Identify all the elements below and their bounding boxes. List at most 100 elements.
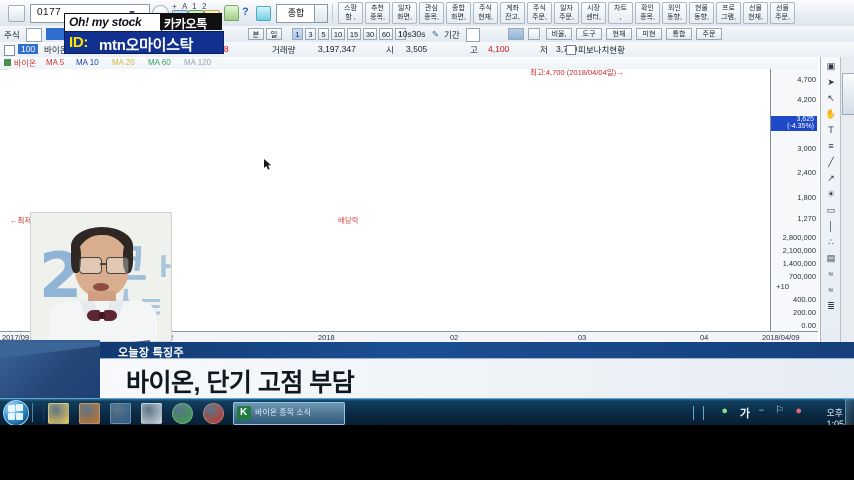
ime-bubble-icon[interactable]: ● <box>721 405 728 417</box>
date-tick-6: 2018/04/09 <box>762 333 800 342</box>
mode-day-button[interactable]: 일 <box>266 28 282 40</box>
active-window-button[interactable]: K 바이온 종목 소식 <box>233 402 345 425</box>
toolbar-button-11[interactable]: 확인 종목, <box>635 2 660 24</box>
show-desktop-button[interactable] <box>845 399 854 426</box>
table-icon[interactable]: ≡ <box>828 141 834 151</box>
toolbar-button-15[interactable]: 선물 현재, <box>743 2 768 24</box>
mode-minute-button[interactable]: 분 <box>248 28 264 40</box>
row2-button-5[interactable]: 주문 <box>696 28 722 40</box>
ime-indicator[interactable]: 가 <box>739 408 750 420</box>
volume-icon[interactable]: ● <box>795 405 802 417</box>
toolbar-button-8-line1: 일자 <box>560 5 573 12</box>
explorer-icon[interactable] <box>48 403 69 424</box>
toolbar-button-1[interactable]: 추천 종목, <box>365 2 390 24</box>
browser-icon[interactable] <box>203 403 224 424</box>
toolbar-button-7[interactable]: 주식 주문, <box>527 2 552 24</box>
chrome-icon[interactable] <box>172 403 193 424</box>
line-icon[interactable]: ╱ <box>828 157 834 167</box>
toolbar-button-10[interactable]: 차트 , <box>608 2 633 24</box>
period-button-15-4[interactable]: 15 <box>347 28 361 40</box>
help-icon[interactable]: ? <box>242 6 249 18</box>
period-button-5-2[interactable]: 5 <box>318 28 329 40</box>
toolbar-button-14[interactable]: 프로 그램, <box>716 2 741 24</box>
price-tick-2: 3,000 <box>797 143 816 153</box>
toolbar-button-16[interactable]: 선물 주문, <box>770 2 795 24</box>
hand-icon[interactable]: ✋ <box>825 109 837 119</box>
fibo-icon[interactable]: ∴ <box>828 237 834 247</box>
tray-clock[interactable]: 오후 1:05 <box>826 408 845 429</box>
lock-icon[interactable] <box>224 5 239 21</box>
pencil-icon[interactable]: ✎ <box>432 29 440 39</box>
watchlist-checkbox[interactable] <box>4 45 15 56</box>
period-button-30-5[interactable]: 30 <box>363 28 377 40</box>
period-button-1-0[interactable]: 1 <box>292 28 303 40</box>
row2-button-2[interactable]: 현재 <box>606 28 632 40</box>
row2-button-0[interactable]: 비율, <box>546 28 572 40</box>
presenter-glasses-left <box>79 257 102 274</box>
toolbar-button-5[interactable]: 주식 현재, <box>473 2 498 24</box>
toolbar-button-2[interactable]: 일자 화면, <box>392 2 417 24</box>
trendline-icon[interactable]: ↗ <box>827 173 835 183</box>
toolbar-button-5-line2: 현재, <box>478 14 493 21</box>
price-pane[interactable] <box>8 69 770 224</box>
chat-icon[interactable] <box>256 6 271 21</box>
toolbar-button-12[interactable]: 외인 동향, <box>662 2 687 24</box>
pointer-icon[interactable]: ↖ <box>827 93 835 103</box>
toolbar-button-3-line2: 종목, <box>424 14 439 21</box>
text-icon[interactable]: T <box>828 125 834 135</box>
toolbar-button-9[interactable]: 시장 센터, <box>581 2 606 24</box>
grid-icon[interactable]: ≣ <box>827 301 835 311</box>
row2-button-4[interactable]: 통합 <box>666 28 692 40</box>
toolbar-button-6[interactable]: 계좌 잔고, <box>500 2 525 24</box>
period-button-10-3[interactable]: 10 <box>331 28 345 40</box>
legend-ma-4: MA 120 <box>184 58 212 67</box>
cursor-icon[interactable]: ➤ <box>827 77 835 87</box>
range-dropdown[interactable] <box>466 28 480 42</box>
start-button[interactable] <box>3 400 29 426</box>
tray-chevron-icon[interactable]: − <box>758 405 764 415</box>
market-combo-arrow[interactable] <box>314 4 328 23</box>
wave-icon[interactable]: ≈ <box>828 269 834 279</box>
notepad-icon[interactable] <box>141 403 162 424</box>
chart-type-icon[interactable] <box>528 28 540 40</box>
period-button-1-7[interactable]: 1 <box>395 28 406 40</box>
period-button-3-1[interactable]: 3 <box>305 28 316 40</box>
frame-icon[interactable]: ▣ <box>826 61 836 71</box>
rect-icon[interactable]: ▭ <box>826 205 836 215</box>
toolbar-button-4-line1: 종합 <box>452 5 465 12</box>
toolbar-button-0-line1: 스팜 <box>344 5 357 12</box>
legend-ma-0: MA 5 <box>46 58 65 67</box>
fibonacci-checkbox[interactable] <box>566 45 576 55</box>
media-player-icon[interactable] <box>79 403 100 424</box>
row2-button-1[interactable]: 도구 <box>576 28 602 40</box>
kakao-badge-left: Oh! my stock <box>64 13 162 32</box>
channel-icon[interactable]: ≈ <box>828 285 834 295</box>
market-combo[interactable]: 종합 <box>276 4 316 23</box>
messenger-icon[interactable] <box>110 403 131 424</box>
scrollbar-thumb[interactable] <box>842 73 854 115</box>
mini-label-1: 1 <box>192 2 197 11</box>
high-label: 고 <box>470 45 478 55</box>
tray-expand-icon[interactable] <box>693 406 704 420</box>
toolbar-button-15-line1: 선물 <box>749 5 762 12</box>
back-icon[interactable] <box>8 5 25 22</box>
date-tick-3: 02 <box>450 333 459 342</box>
instrument-type-label: 주식 <box>4 30 20 40</box>
instrument-type-dropdown[interactable] <box>26 28 42 42</box>
row2-button-3[interactable]: 미현 <box>636 28 662 40</box>
mini-label-a: A <box>182 2 188 11</box>
toolbar-button-3[interactable]: 관심 종목, <box>419 2 444 24</box>
date-tick-4: 03 <box>578 333 587 342</box>
toolbar-button-4[interactable]: 종합 화면, <box>446 2 471 24</box>
network-icon[interactable]: ⚐ <box>775 405 784 416</box>
period-button-60-6[interactable]: 60 <box>379 28 393 40</box>
toolbar-button-0[interactable]: 스팜 함 , <box>338 2 363 24</box>
chart-style-icon[interactable] <box>508 28 524 40</box>
fan-icon[interactable]: ☀ <box>826 189 836 199</box>
chart-scrollbar[interactable] <box>840 57 854 342</box>
zone-icon[interactable]: ▤ <box>826 253 836 263</box>
vline-icon[interactable]: │ <box>828 221 834 231</box>
toolbar-button-13[interactable]: 현물 동향, <box>689 2 714 24</box>
volume-tick-1: 2,100,000 <box>782 246 816 255</box>
toolbar-button-8[interactable]: 일자 주문, <box>554 2 579 24</box>
